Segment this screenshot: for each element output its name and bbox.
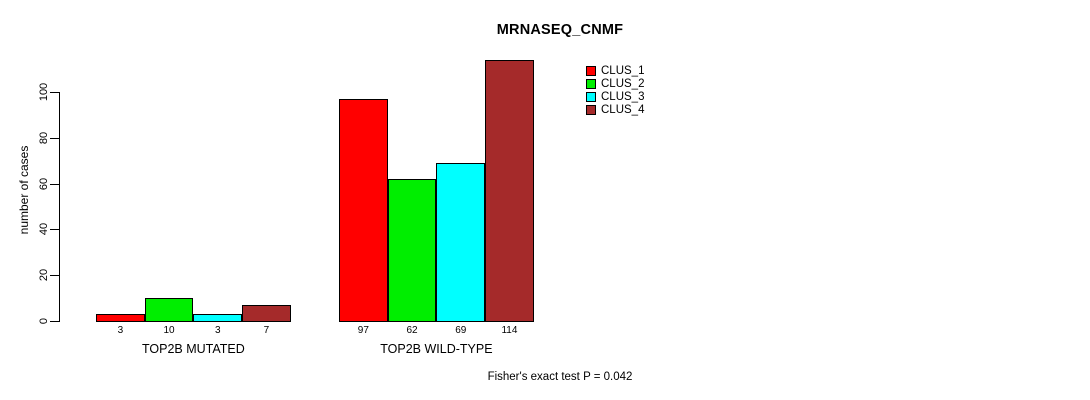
y-axis-tick-label: 100 bbox=[38, 82, 50, 102]
bar-clus_4-wildtype bbox=[485, 59, 534, 322]
legend-row: CLUS_4 bbox=[586, 103, 644, 116]
bar-value-label: 69 bbox=[455, 325, 467, 336]
group-label: TOP2B MUTATED bbox=[141, 342, 245, 356]
bar-value-label: 62 bbox=[406, 325, 418, 336]
y-axis-tick bbox=[50, 229, 59, 231]
bar-value-label: 114 bbox=[501, 325, 518, 336]
legend-label: CLUS_2 bbox=[601, 77, 645, 90]
legend-swatch-clus_4 bbox=[586, 104, 596, 115]
legend-label: CLUS_1 bbox=[601, 64, 645, 77]
legend-row: CLUS_1 bbox=[586, 64, 644, 77]
y-axis-tick-label: 80 bbox=[38, 131, 50, 144]
bar-clus_4-mutated bbox=[242, 304, 291, 322]
y-axis-title: number of cases bbox=[17, 145, 31, 235]
bar-clus_3-mutated bbox=[193, 314, 243, 322]
y-axis-tick bbox=[50, 92, 59, 93]
y-axis-tick-label: 60 bbox=[38, 177, 50, 190]
legend-swatch-clus_1 bbox=[586, 65, 596, 76]
legend-swatch-clus_3 bbox=[586, 91, 596, 102]
legend-swatch-clus_2 bbox=[586, 78, 596, 89]
y-axis-tick bbox=[50, 321, 59, 322]
bar-value-label: 3 bbox=[117, 325, 124, 336]
chart-title: MRNASEQ_CNMF bbox=[496, 22, 624, 38]
y-axis-tick-label: 0 bbox=[38, 317, 50, 325]
legend-row: CLUS_3 bbox=[586, 90, 644, 103]
legend-label: CLUS_4 bbox=[601, 103, 645, 116]
y-axis-line bbox=[59, 92, 60, 322]
y-axis-tick bbox=[50, 183, 59, 185]
y-axis-tick bbox=[50, 275, 59, 277]
legend-row: CLUS_2 bbox=[586, 77, 644, 90]
stat-test-annotation: Fisher's exact test P = 0.042 bbox=[487, 371, 633, 383]
legend-label: CLUS_3 bbox=[601, 90, 645, 103]
bar-clus_3-wildtype bbox=[436, 162, 486, 322]
bar-clus_1-wildtype bbox=[339, 98, 388, 322]
group-label: TOP2B WILD-TYPE bbox=[380, 342, 493, 356]
bar-clus_2-mutated bbox=[144, 298, 194, 322]
y-axis-tick-label: 40 bbox=[38, 223, 50, 236]
bar-value-label: 10 bbox=[163, 325, 175, 336]
bar-clus_1-mutated bbox=[96, 314, 145, 322]
bar-clus_2-wildtype bbox=[387, 179, 437, 322]
bar-value-label: 3 bbox=[214, 325, 221, 336]
y-axis-tick bbox=[50, 137, 59, 139]
y-axis-tick-label: 20 bbox=[38, 269, 50, 282]
bar-value-label: 7 bbox=[263, 325, 270, 336]
legend: CLUS_1 CLUS_2 CLUS_3 CLUS_4 bbox=[586, 64, 644, 116]
bar-value-label: 97 bbox=[357, 325, 369, 336]
